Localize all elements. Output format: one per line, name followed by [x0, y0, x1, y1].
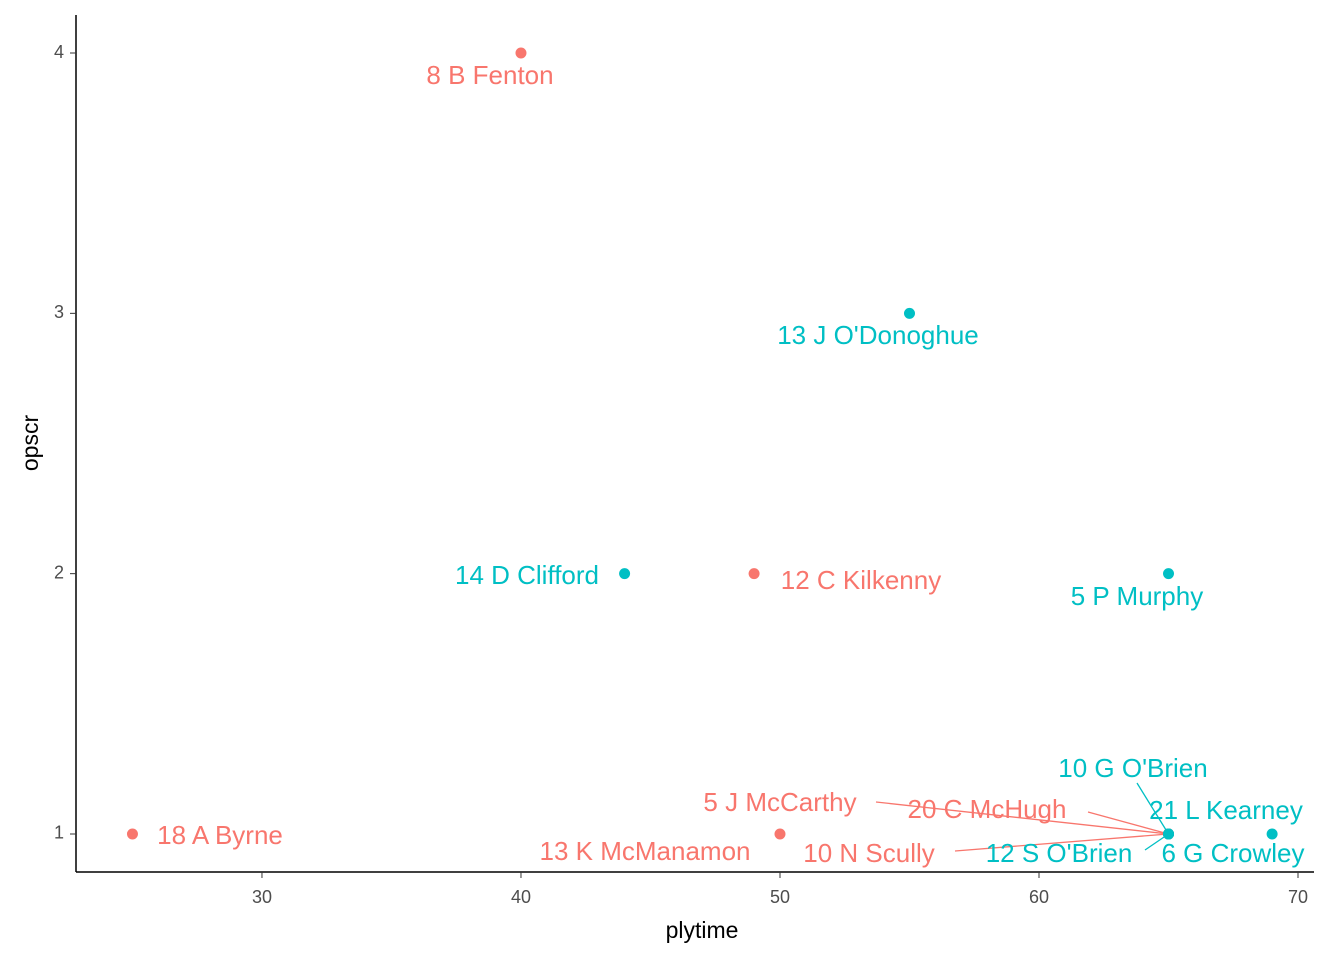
label-segment [954, 833, 1169, 852]
y-tick-label: 3 [54, 302, 64, 322]
label-segment [875, 801, 1169, 835]
point-label: 18 A Byrne [157, 820, 283, 850]
x-tick-label: 70 [1288, 887, 1308, 907]
point-label: 10 N Scully [803, 838, 935, 868]
label-segment [1136, 782, 1170, 835]
point [748, 568, 760, 580]
point [515, 47, 527, 59]
point-label: 21 L Kearney [1149, 795, 1303, 825]
x-tick-label: 50 [770, 887, 790, 907]
point-label: 12 S O'Brien [986, 838, 1133, 868]
point [126, 828, 138, 840]
label-segment [1087, 811, 1169, 835]
x-tick-label: 30 [252, 887, 272, 907]
point [619, 568, 631, 580]
point-label: 5 J McCarthy [703, 787, 856, 817]
point [774, 828, 786, 840]
point-label: 8 B Fenton [426, 60, 553, 90]
point-label: 10 G O'Brien [1058, 753, 1207, 783]
point [1163, 828, 1175, 840]
x-axis-title: plytime [666, 917, 739, 943]
y-axis-title: opscr [17, 415, 43, 472]
y-tick-label: 1 [54, 823, 64, 843]
point-label: 13 K McManamon [540, 836, 751, 866]
point [1163, 568, 1175, 580]
x-tick-label: 60 [1029, 887, 1049, 907]
point-label: 20 C McHugh [908, 794, 1067, 824]
point-label: 14 D Clifford [455, 560, 599, 590]
x-tick-label: 40 [511, 887, 531, 907]
point-label: 6 G Crowley [1161, 838, 1304, 868]
point-label: 5 P Murphy [1071, 581, 1203, 611]
y-tick-label: 2 [54, 562, 64, 582]
point [903, 307, 915, 319]
point [1266, 828, 1278, 840]
y-tick-label: 4 [54, 42, 64, 62]
point-label: 13 J O'Donoghue [777, 320, 979, 350]
point-label: 12 C Kilkenny [781, 565, 941, 595]
